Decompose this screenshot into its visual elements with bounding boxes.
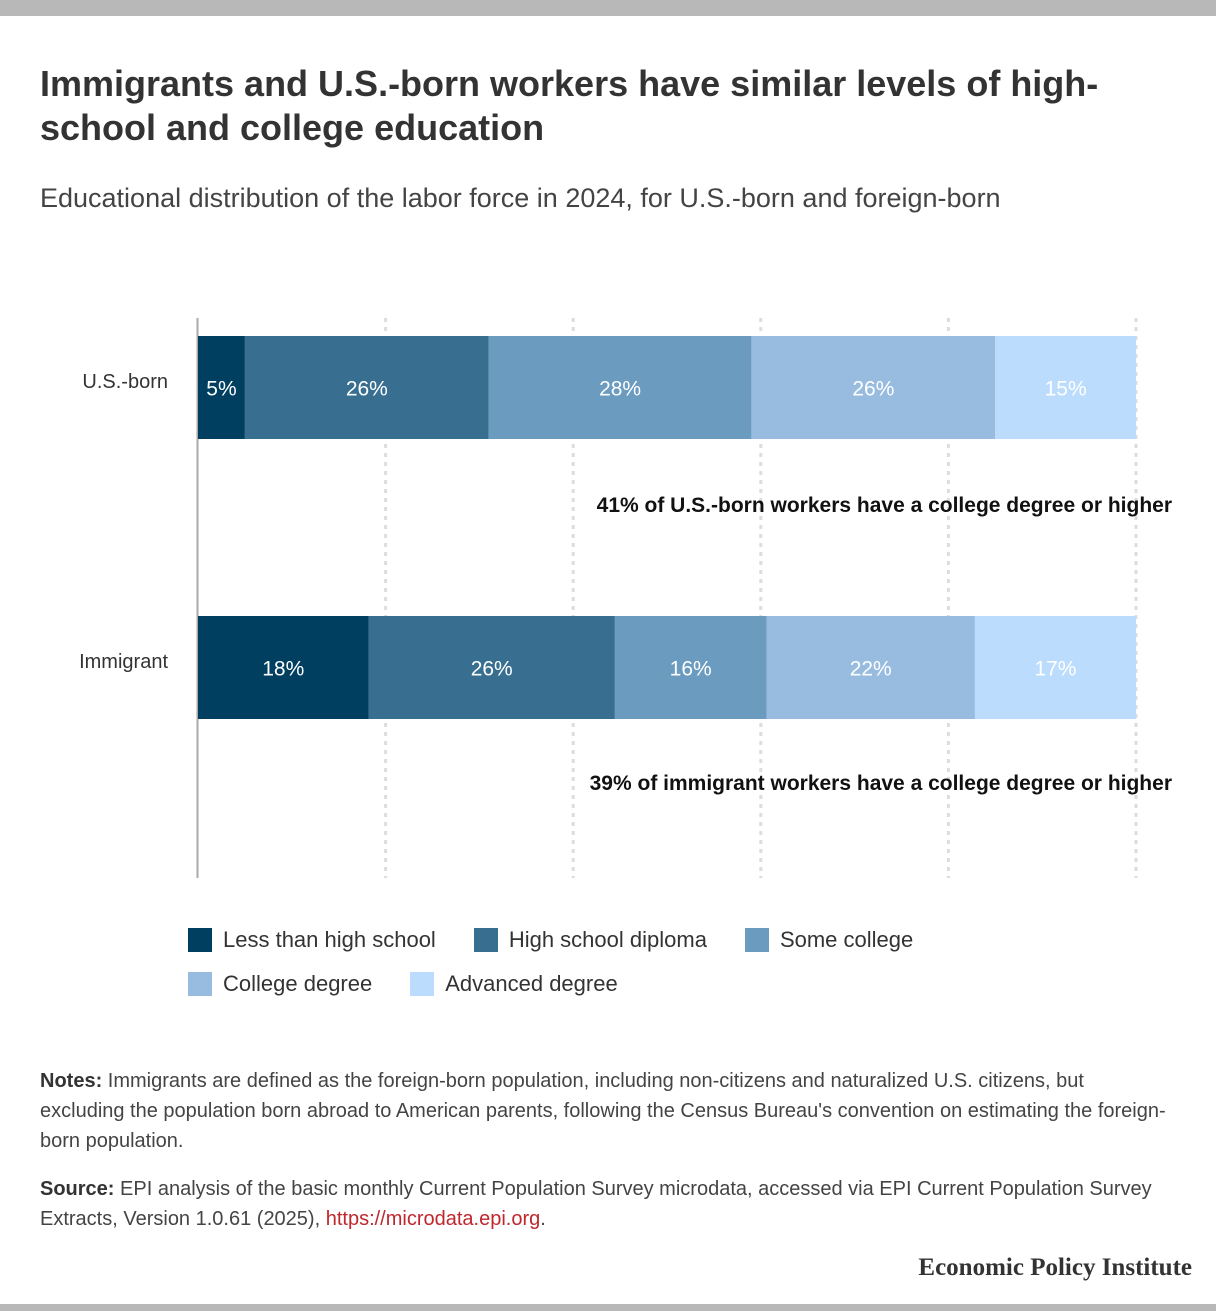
legend-label: Some college (779, 927, 914, 952)
bar-value-label: 17% (1034, 658, 1076, 681)
legend-swatch (188, 928, 212, 952)
legend-label: College degree (223, 971, 373, 996)
legend-label: Less than high school (223, 927, 436, 952)
notes-label: Notes: (40, 1070, 103, 1092)
bar-value-label: 16% (670, 658, 712, 681)
legend-item: High school diploma (473, 927, 707, 952)
top-border (0, 0, 1216, 16)
legend: Less than high school High school diploma… (188, 927, 1088, 996)
bar-segment (751, 336, 996, 439)
legend-label: Advanced degree (445, 971, 618, 996)
brand-logo: Economic Policy Institute (918, 1254, 1192, 1281)
legend-item: College degree (188, 971, 373, 996)
bar-segment (995, 336, 1136, 439)
bar-segment (974, 616, 1136, 719)
legend-item: Less than high school (188, 927, 436, 952)
bar-value-label: 26% (471, 658, 513, 681)
bar-segment (368, 616, 615, 719)
legend-label: High school diploma (508, 927, 707, 952)
legend-swatch (744, 928, 769, 952)
bar-value-label: 28% (599, 378, 641, 401)
legend-swatch (410, 972, 435, 996)
legend-item: Advanced degree (410, 971, 618, 996)
bottom-border (0, 1304, 1216, 1311)
notes: Notes: Immigrants are defined as the for… (40, 1066, 1170, 1156)
source-end: . (540, 1208, 546, 1230)
stacked-bar-chart: 5% 26% 28% 26% 15% 18% 26% 16% 22% 17% U.S.-born I… (79, 318, 1172, 878)
source: Source: EPI analysis of the basic monthl… (40, 1174, 1170, 1234)
source-label: Source: (40, 1178, 115, 1200)
bars: 5% 26% 28% 26% 15% 18% 26% 16% 22% 17% (198, 336, 1136, 719)
bar-value-label: 15% (1045, 378, 1087, 401)
annotation: 41% of U.S.-born workers have a college … (597, 494, 1172, 517)
bar-segment (766, 616, 975, 719)
bar-value-label: 22% (850, 658, 892, 681)
bar-value-label: 26% (852, 378, 894, 401)
notes-text: Immigrants are defined as the foreign-bo… (40, 1070, 1166, 1152)
source-link[interactable]: https://microdata.epi.org (325, 1208, 541, 1230)
bar-value-label: 5% (206, 378, 236, 401)
category-labels: U.S.-born Immigrant (79, 371, 168, 673)
bar-value-label: 26% (346, 378, 388, 401)
bar-segment (614, 616, 767, 719)
chart-title: Immigrants and U.S.-born workers have si… (40, 63, 1099, 148)
annotation: 39% of immigrant workers have a college … (590, 772, 1172, 795)
bar-segment (198, 336, 245, 439)
source-text: EPI analysis of the basic monthly Curren… (40, 1178, 1152, 1230)
bar-segment (244, 336, 489, 439)
bar-segment (198, 616, 369, 719)
category-label: Immigrant (79, 651, 168, 673)
legend-swatch (473, 928, 498, 952)
chart-subtitle: Educational distribution of the labor fo… (40, 183, 1001, 213)
legend-item: Some college (744, 927, 914, 952)
category-label: U.S.-born (82, 371, 168, 393)
annotations: 41% of U.S.-born workers have a college … (590, 494, 1172, 795)
bar-segment (488, 336, 752, 439)
bar-value-label: 18% (262, 658, 304, 681)
legend-swatch (188, 972, 212, 996)
